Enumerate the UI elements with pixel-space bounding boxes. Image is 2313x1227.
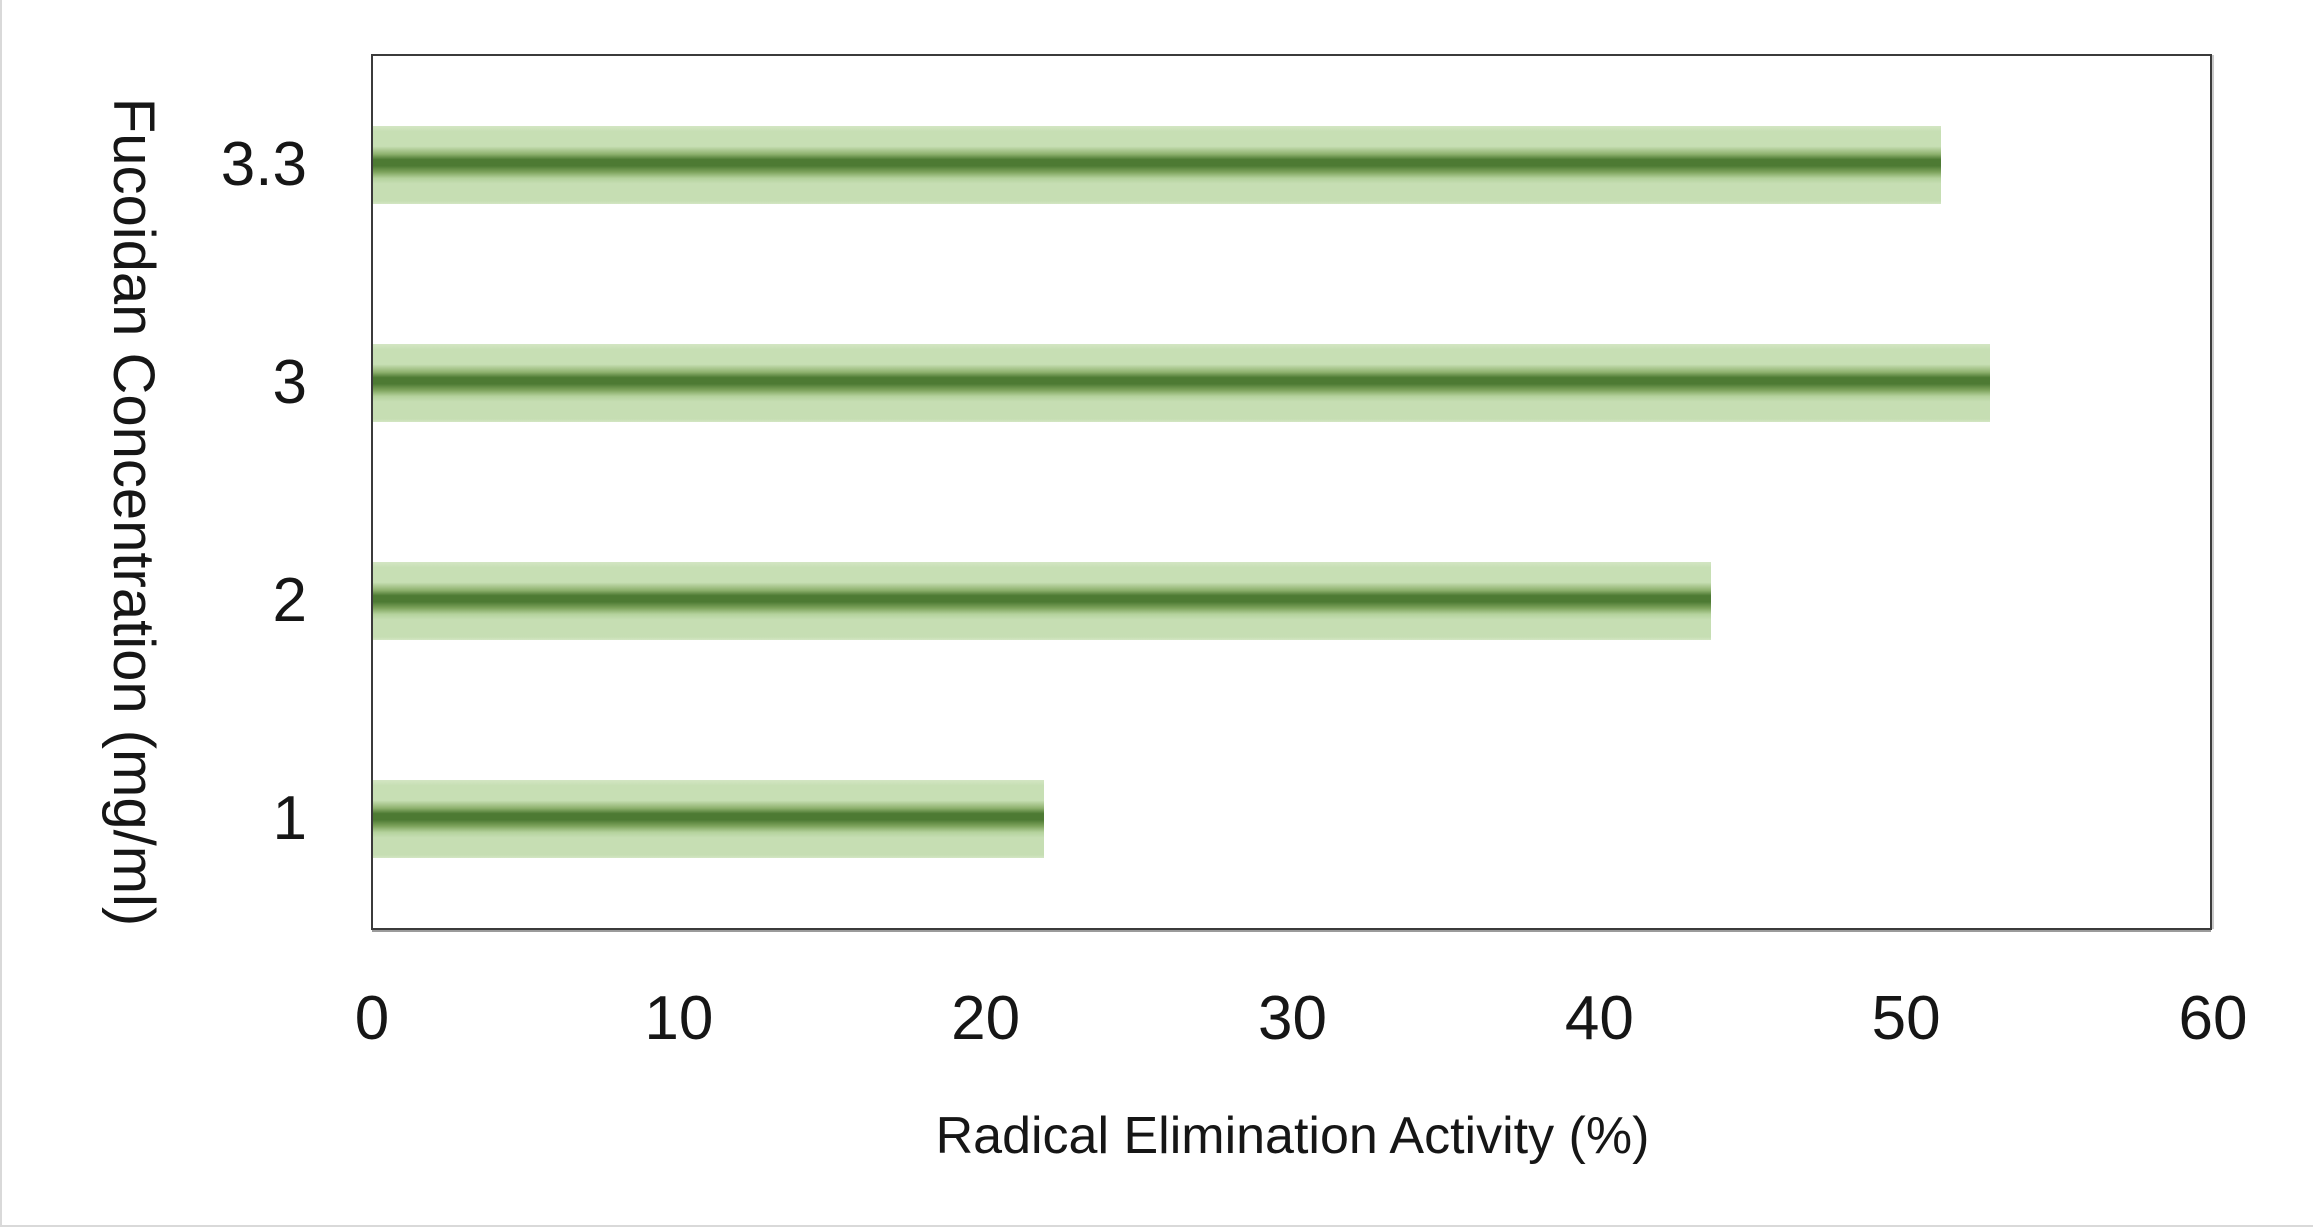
x-tick-labels: 0 10 20 30 40 50 60 [355, 984, 2248, 1063]
x-tick-label: 0 [354, 984, 390, 1053]
bar-category-3.3 [373, 126, 1941, 204]
x-tick-label: 20 [951, 984, 1021, 1053]
bar-category-2 [373, 562, 1711, 640]
bars-layer [373, 56, 2210, 928]
plot-area [371, 54, 2212, 930]
x-tick-label: 10 [644, 984, 714, 1053]
y-tick-label: 3.3 [220, 130, 307, 199]
x-tick-label: 50 [1871, 984, 1941, 1053]
x-tick-label: 30 [1258, 984, 1327, 1053]
x-tick-label: 40 [1564, 984, 1634, 1053]
bar-category-3 [373, 344, 1990, 422]
x-tick-label: 60 [2178, 984, 2248, 1053]
y-tick-label: 3 [272, 348, 307, 417]
bar-category-1 [373, 780, 1044, 858]
y-tick-label: 1 [272, 784, 307, 853]
y-tick-label: 2 [272, 566, 307, 635]
x-axis-title: Radical Elimination Activity (%) [935, 1107, 1650, 1165]
y-tick-labels: 3.3 3 2 1 [0, 56, 307, 928]
